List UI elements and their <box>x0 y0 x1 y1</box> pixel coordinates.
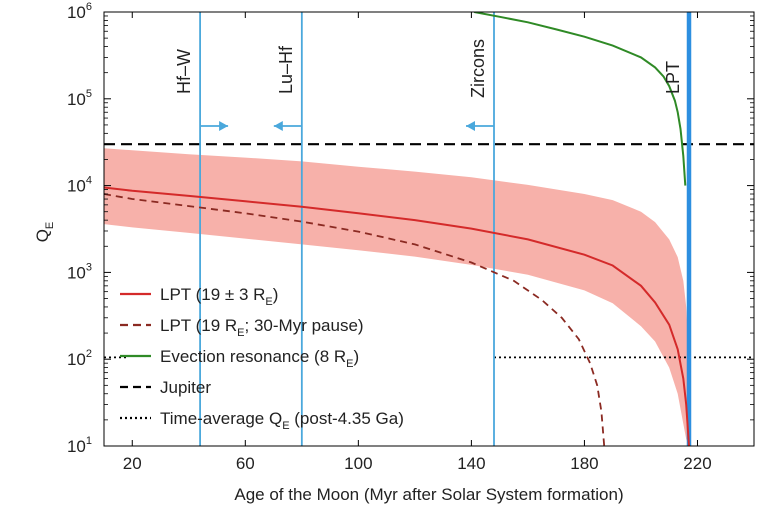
x-tick-label: 20 <box>123 454 142 473</box>
legend-label-lpt: LPT (19 ± 3 RE) <box>160 285 278 308</box>
arrow-hfw <box>200 121 229 131</box>
y-axis-label-sub: E <box>44 222 56 229</box>
label-zircons: Zircons <box>468 39 488 98</box>
legend-item-jupiter: Jupiter <box>120 378 211 397</box>
y-axis-label: QE <box>33 222 56 243</box>
legend-label-evection: Evection resonance (8 RE) <box>160 347 359 370</box>
legend-item-lpt: LPT (19 ± 3 RE) <box>120 285 278 308</box>
y-tick-label: 105 <box>67 88 92 109</box>
lpt-uncertainty-band <box>104 148 689 446</box>
legend-label-lpt_pause: LPT (19 RE; 30-Myr pause) <box>160 316 364 339</box>
legend-label-time_average: Time-average QE (post-4.35 Ga) <box>160 409 404 432</box>
y-axis-label-main: Q <box>33 229 52 242</box>
constraint-arrows <box>200 121 494 131</box>
legend-label-jupiter: Jupiter <box>160 378 211 397</box>
arrow-luhf <box>273 121 302 131</box>
x-axis-ticks: 20 60 100 140 180 220 <box>123 12 712 473</box>
x-tick-label: 100 <box>344 454 372 473</box>
y-tick-label: 103 <box>67 261 92 282</box>
legend-item-lpt_pause: LPT (19 RE; 30-Myr pause) <box>120 316 364 339</box>
x-tick-label: 220 <box>683 454 711 473</box>
legend-item-evection: Evection resonance (8 RE) <box>120 347 359 370</box>
label-hfw: Hf–W <box>174 49 194 94</box>
x-tick-label: 180 <box>570 454 598 473</box>
y-tick-label: 102 <box>67 348 92 369</box>
y-tick-label: 101 <box>67 435 92 456</box>
arrow-zircons <box>466 121 494 131</box>
x-axis-label: Age of the Moon (Myr after Solar System … <box>234 485 623 504</box>
legend-item-time_average: Time-average QE (post-4.35 Ga) <box>120 409 404 432</box>
y-tick-label: 106 <box>67 1 92 22</box>
x-tick-label: 140 <box>457 454 485 473</box>
y-axis-ticks: 101 102 103 104 105 106 <box>67 1 754 456</box>
series-lpt-line <box>104 186 690 446</box>
vertical-lines <box>199 12 692 446</box>
x-tick-label: 60 <box>236 454 255 473</box>
plot-frame <box>103 11 755 447</box>
series-lpt-pause-line <box>104 193 606 446</box>
legend: LPT (19 ± 3 RE) LPT (19 RE; 30-Myr pause)… <box>120 285 404 432</box>
plot-area <box>104 12 754 446</box>
y-tick-label: 104 <box>67 175 92 196</box>
series-evection-line <box>474 12 687 186</box>
vertical-line-labels: Hf–W Lu–Hf Zircons LPT <box>174 39 683 98</box>
label-luhf: Lu–Hf <box>276 45 296 94</box>
label-lpt: LPT <box>663 61 683 94</box>
